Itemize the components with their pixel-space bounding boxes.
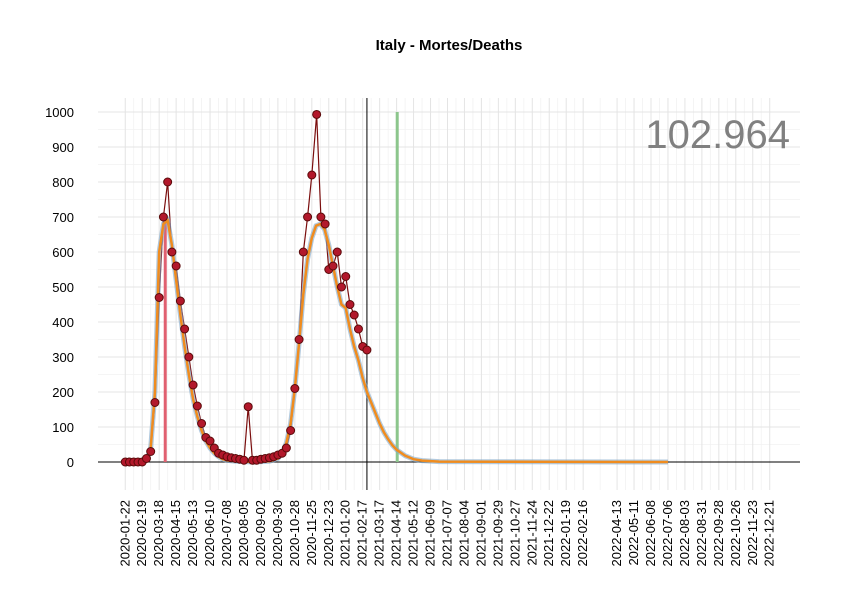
x-tick-label: 2022-08-03 [677, 500, 692, 567]
data-point [197, 419, 207, 428]
x-tick-label: 2021-03-17 [372, 500, 387, 567]
data-point [171, 261, 181, 271]
x-tick-label: 2020-07-08 [219, 500, 234, 567]
data-point [167, 247, 177, 257]
y-tick-label: 0 [67, 455, 74, 470]
x-tick-label: 2020-10-28 [287, 500, 302, 567]
data-point [316, 212, 326, 222]
data-point [188, 380, 198, 390]
data-point [298, 247, 308, 257]
data-point [294, 335, 304, 344]
x-tick-label: 2020-08-05 [236, 500, 251, 567]
x-tick-label: 2021-06-09 [423, 500, 438, 567]
data-point [307, 170, 317, 180]
data-point [341, 272, 351, 281]
x-tick-label: 2022-06-08 [643, 500, 658, 567]
grid: 0 100 200 300 400 500 600 700 800 900 1000 2020-01-… [45, 98, 800, 567]
y-tick-label: 500 [52, 280, 74, 295]
data-point [163, 177, 173, 187]
y-tick-label: 700 [52, 210, 74, 225]
x-tick-label: 2022-04-13 [609, 500, 624, 567]
data-point [150, 398, 160, 407]
x-tick-label: 2020-03-18 [151, 500, 166, 567]
data-point [345, 300, 355, 309]
data-point [362, 345, 372, 355]
x-tick-label: 2022-11-23 [745, 500, 760, 566]
x-tick-label: 2020-09-02 [253, 500, 268, 567]
data-point [303, 212, 313, 222]
x-tick-label: 2020-05-13 [185, 500, 200, 567]
data-point [192, 401, 202, 411]
data-point [353, 324, 363, 334]
x-tick-label: 2020-02-19 [134, 500, 149, 567]
y-tick-label: 400 [52, 315, 74, 330]
x-tick-label: 2021-04-14 [389, 500, 404, 567]
chart-title: Italy - Mortes/Deaths [376, 37, 523, 54]
y-tick-label: 900 [52, 140, 74, 155]
data-point [184, 352, 194, 362]
data-point [320, 219, 330, 229]
x-tick-label: 2020-11-25 [304, 500, 319, 566]
x-tick-label: 2022-12-21 [762, 500, 777, 567]
x-tick-label: 2021-09-29 [490, 500, 505, 566]
x-tick-label: 2022-05-11 [626, 500, 641, 566]
data-point [158, 212, 168, 222]
data-point [349, 310, 359, 320]
data-point [332, 247, 342, 257]
y-tick-label: 100 [52, 420, 74, 435]
x-tick-label: 2020-04-15 [168, 500, 183, 567]
y-tick-label: 200 [52, 385, 74, 400]
x-tick-label: 2021-02-17 [355, 500, 370, 567]
x-tick-label: 2021-07-07 [439, 500, 454, 567]
y-tick-label: 800 [52, 175, 74, 190]
x-tick-label: 2021-10-27 [507, 500, 522, 567]
data-point [286, 426, 296, 435]
data-point [239, 455, 249, 465]
x-tick-label: 2020-01-22 [117, 500, 132, 567]
x-tick-label: 2021-08-04 [456, 500, 471, 567]
x-tick-label: 2022-01-19 [558, 500, 573, 567]
data-point [328, 261, 338, 271]
x-tick-label: 2022-10-26 [728, 500, 743, 567]
data-point [205, 436, 215, 446]
y-tick-label: 300 [52, 350, 74, 365]
data-point [336, 282, 346, 292]
data-point [281, 443, 291, 453]
x-tick-label: 2020-09-30 [270, 500, 285, 567]
marks [120, 98, 668, 490]
data-point [312, 109, 322, 119]
data-point [154, 293, 164, 302]
x-tick-label: 2021-11-24 [524, 500, 539, 566]
x-tick-label: 2022-08-31 [694, 500, 709, 567]
x-tick-label: 2022-09-28 [711, 500, 726, 567]
y-tick-label: 600 [52, 245, 74, 260]
data-point [175, 296, 185, 306]
x-tick-label: 2021-01-20 [338, 500, 353, 567]
x-tick-label: 2021-05-12 [406, 500, 421, 567]
data-point [180, 324, 190, 334]
data-point [146, 447, 156, 456]
x-tick-label: 2020-12-23 [321, 500, 336, 567]
x-tick-label: 2022-07-06 [660, 500, 675, 567]
data-point [141, 454, 151, 463]
data-point [243, 402, 253, 412]
x-tick-label: 2021-09-01 [473, 500, 488, 567]
y-tick-label: 1000 [45, 105, 74, 120]
x-tick-label: 2021-12-22 [541, 500, 556, 567]
x-tick-label: 2022-02-16 [575, 500, 590, 567]
x-tick-label: 2020-06-10 [202, 500, 217, 567]
data-point [290, 384, 300, 393]
annotation: 102.964 [645, 113, 790, 157]
